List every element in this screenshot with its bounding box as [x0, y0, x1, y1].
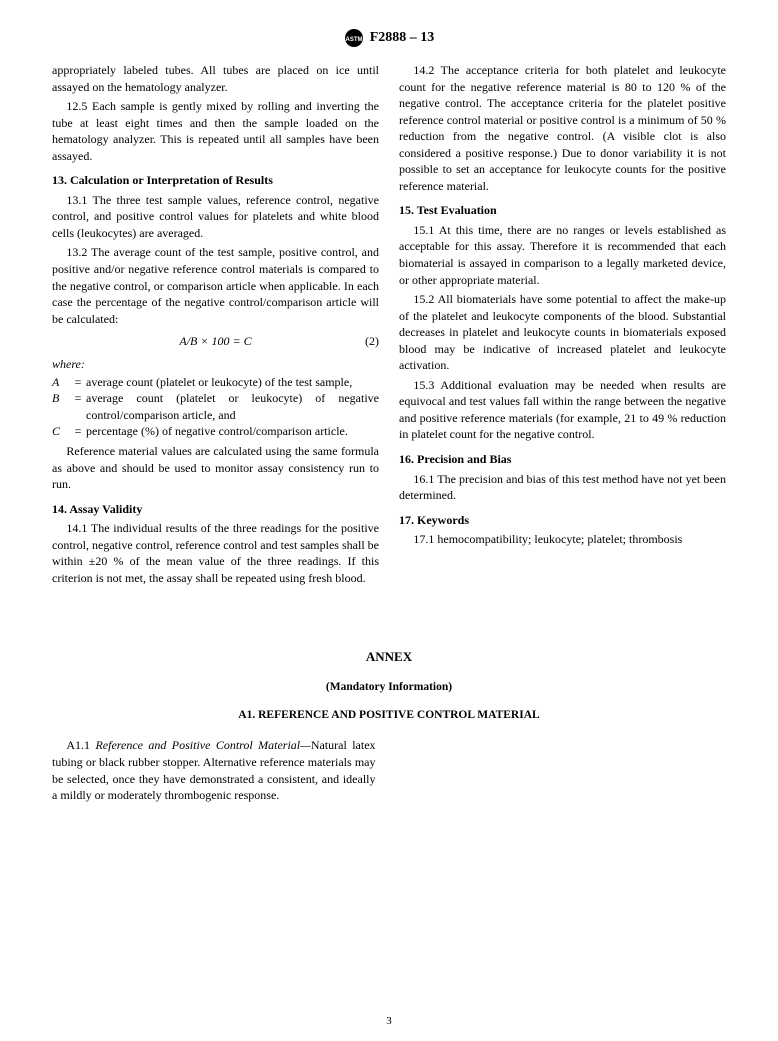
- def-eq-a: =: [70, 374, 86, 390]
- page-header: ASTM F2888 – 13: [52, 28, 726, 48]
- para-15-1: 15.1 At this time, there are no ranges o…: [399, 222, 726, 288]
- def-txt-b: average count (platelet or leukocyte) of…: [86, 390, 379, 422]
- annex-a1-head: A1. REFERENCE AND POSITIVE CONTROL MATER…: [52, 709, 726, 721]
- para-13-2: 13.2 The average count of the test sampl…: [52, 244, 379, 327]
- standard-number: F2888 – 13: [370, 30, 435, 46]
- annex-title: ANNEX: [52, 649, 726, 665]
- para-13-1: 13.1 The three test sample values, refer…: [52, 192, 379, 242]
- section-13-head: 13. Calculation or Interpretation of Res…: [52, 172, 379, 189]
- definitions-table: A = average count (platelet or leukocyte…: [52, 374, 379, 439]
- para-17-1: 17.1 hemocompatibility; leukocyte; plate…: [399, 531, 726, 548]
- para-14-1: 14.1 The individual results of the three…: [52, 520, 379, 586]
- astm-logo-icon: ASTM: [344, 28, 364, 48]
- section-16-head: 16. Precision and Bias: [399, 451, 726, 468]
- left-column: appropriately labeled tubes. All tubes a…: [52, 62, 379, 589]
- def-txt-c: percentage (%) of negative control/compa…: [86, 423, 379, 439]
- svg-text:ASTM: ASTM: [345, 37, 362, 43]
- main-columns: appropriately labeled tubes. All tubes a…: [52, 62, 726, 589]
- section-15-head: 15. Test Evaluation: [399, 202, 726, 219]
- def-row-a: A = average count (platelet or leukocyte…: [52, 374, 379, 390]
- equation-body: A/B × 100 = C: [179, 334, 251, 348]
- para-12-5: 12.5 Each sample is gently mixed by roll…: [52, 98, 379, 164]
- def-sym-a: A: [52, 374, 70, 390]
- a1-1-ital: Reference and Positive Control Material—: [95, 738, 310, 752]
- def-sym-c: C: [52, 423, 70, 439]
- a1-1-label: A1.1: [66, 738, 95, 752]
- equation-number: (2): [365, 333, 379, 350]
- right-column: 14.2 The acceptance criteria for both pl…: [399, 62, 726, 589]
- page-number: 3: [0, 1015, 778, 1027]
- para-14-2: 14.2 The acceptance criteria for both pl…: [399, 62, 726, 194]
- def-row-c: C = percentage (%) of negative control/c…: [52, 423, 379, 439]
- para-16-1: 16.1 The precision and bias of this test…: [399, 471, 726, 504]
- para-13-ref: Reference material values are calculated…: [52, 443, 379, 493]
- annex-block: ANNEX (Mandatory Information) A1. REFERE…: [52, 649, 726, 803]
- where-label: where:: [52, 356, 379, 373]
- para-15-3: 15.3 Additional evaluation may be needed…: [399, 377, 726, 443]
- def-eq-b: =: [70, 390, 86, 422]
- def-eq-c: =: [70, 423, 86, 439]
- def-sym-b: B: [52, 390, 70, 422]
- para-a1-1: A1.1 Reference and Positive Control Mate…: [52, 737, 376, 803]
- section-14-head: 14. Assay Validity: [52, 501, 379, 518]
- def-txt-a: average count (platelet or leukocyte) of…: [86, 374, 379, 390]
- para-12-4-cont: appropriately labeled tubes. All tubes a…: [52, 62, 379, 95]
- section-17-head: 17. Keywords: [399, 512, 726, 529]
- annex-left-column: A1.1 Reference and Positive Control Mate…: [52, 737, 376, 803]
- annex-subtitle: (Mandatory Information): [52, 681, 726, 693]
- def-row-b: B = average count (platelet or leukocyte…: [52, 390, 379, 422]
- equation-2: A/B × 100 = C (2): [52, 333, 379, 350]
- page: ASTM F2888 – 13 appropriately labeled tu…: [0, 0, 778, 1041]
- para-15-2: 15.2 All biomaterials have some potentia…: [399, 291, 726, 374]
